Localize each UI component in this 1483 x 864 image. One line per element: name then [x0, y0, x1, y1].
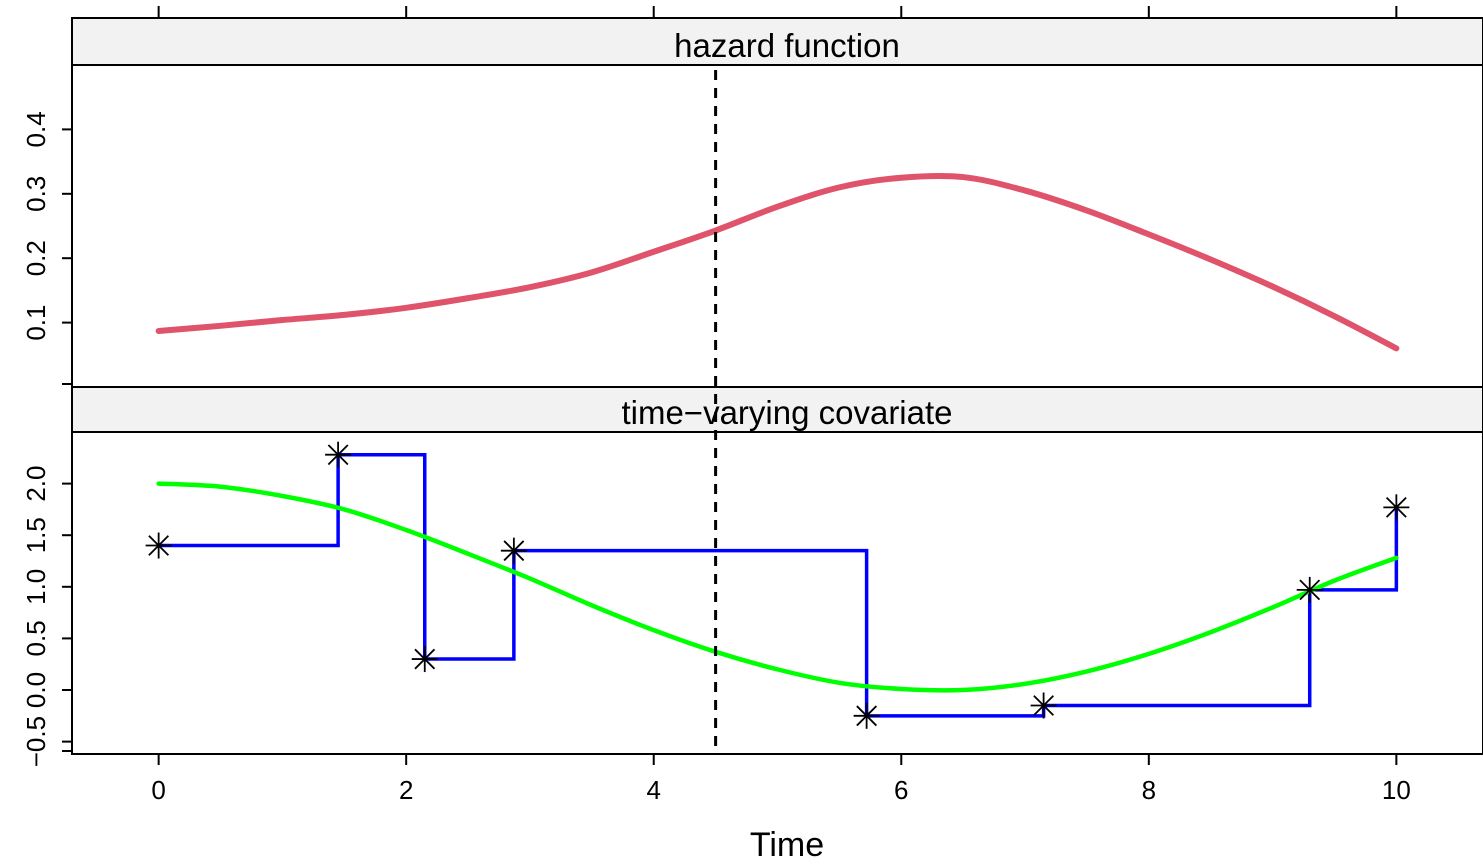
covariate-point-marker: [1383, 494, 1410, 521]
covariate-ytick-label: 2.0: [21, 466, 51, 502]
covariate-point-marker: [1030, 692, 1057, 719]
hazard-ytick-label: 0.3: [21, 176, 51, 212]
x-tick-label: 0: [151, 775, 165, 805]
panel-covariate: time−varying covariate −0.5 0.0 0.5 1.0 1.5 2…: [21, 386, 1483, 767]
covariate-point-marker: [1296, 576, 1323, 603]
covariate-ytick-label: 0.0: [21, 672, 51, 708]
covariate-step-line: [158, 452, 1399, 718]
covariate-ytick-label: 1.5: [21, 517, 51, 553]
y-axis-covariate: −0.5 0.0 0.5 1.0 1.5 2.0: [21, 466, 72, 767]
covariate-ytick-label: 0.5: [21, 620, 51, 656]
hazard-ytick-label: 0.2: [21, 240, 51, 276]
x-tick-label: 8: [1142, 775, 1156, 805]
covariate-ytick-label: −0.5: [21, 716, 51, 767]
strip-title-covariate: time−varying covariate: [621, 394, 952, 431]
series-covariate: [145, 441, 1410, 729]
plot-area-hazard: [71, 64, 1483, 388]
plot-area-covariate: [71, 431, 1483, 755]
x-tick-label: 6: [894, 775, 908, 805]
covariate-ytick-label: 1.0: [21, 569, 51, 605]
covariate-point-marker: [411, 646, 438, 673]
covariate-point-marker: [325, 441, 352, 468]
covariate-point-marker: [853, 702, 880, 729]
x-axis-title: Time: [750, 826, 824, 864]
hazard-ytick-label: 0.1: [21, 305, 51, 341]
x-tick-label: 4: [646, 775, 660, 805]
x-tick-label: 2: [399, 775, 413, 805]
covariate-point-marker: [500, 537, 527, 564]
y-axis-hazard: 0.1 0.2 0.3 0.4: [21, 111, 72, 385]
strip-title-hazard: hazard function: [674, 27, 900, 64]
x-axis: 0 2 4 6 8 10: [151, 754, 1411, 805]
series-hazard: [155, 172, 1400, 352]
top-axis-ticks: [157, 6, 1398, 18]
hazard-curve: [155, 172, 1400, 352]
covariate-smooth-curve: [156, 481, 1399, 693]
strip-covariate: [71, 386, 1483, 433]
covariate-point-marker: [145, 532, 172, 559]
panel-hazard: hazard function 0.1 0.2 0.3 0.4: [21, 17, 1483, 388]
x-tick-label: 10: [1382, 775, 1411, 805]
hazard-ytick-label: 0.4: [21, 111, 51, 147]
